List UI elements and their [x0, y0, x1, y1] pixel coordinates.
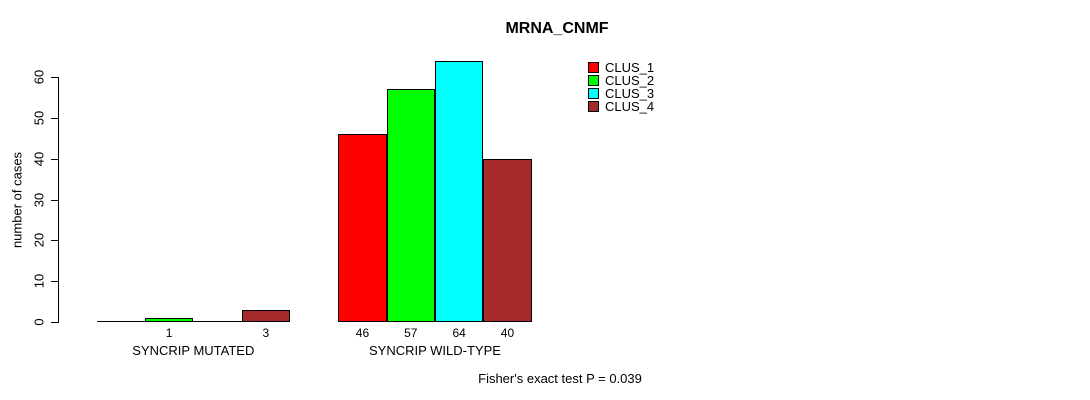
bar-value-label: 40 [500, 326, 515, 340]
y-tick [51, 240, 58, 242]
y-axis-line [58, 77, 59, 323]
legend-swatch [588, 62, 599, 73]
legend-swatch [588, 101, 599, 112]
y-tick-label: 60 [31, 69, 47, 85]
y-tick-label: 50 [31, 110, 47, 126]
y-tick-label: 40 [31, 151, 47, 166]
y-tick-label: 0 [31, 318, 47, 326]
legend-label: CLUS_1 [605, 60, 655, 75]
chart-title: MRNA_CNMF [505, 20, 609, 37]
legend-swatch [588, 88, 599, 99]
y-tick [51, 322, 58, 323]
y-axis-label: number of cases [9, 151, 25, 249]
y-tick [51, 77, 58, 78]
legend-label: CLUS_2 [605, 73, 655, 88]
bar-clus_1-zero [96, 321, 145, 322]
bar-clus_1 [338, 134, 387, 322]
bar-clus_3 [434, 60, 484, 322]
legend-swatch [588, 75, 599, 86]
group-label: SYNCRIP WILD-TYPE [368, 343, 501, 358]
fisher-test-annotation: Fisher's exact test P = 0.039 [478, 371, 642, 386]
legend-row: CLUS_4 [588, 99, 655, 114]
bar-value-label: 1 [165, 326, 173, 340]
legend-label: CLUS_3 [605, 86, 655, 101]
legend-label: CLUS_4 [605, 99, 655, 114]
bar-clus_2 [144, 317, 194, 322]
bar-value-label: 3 [262, 326, 270, 340]
legend: CLUS_1 CLUS_2 CLUS_3 CLUS_4 [588, 60, 655, 114]
y-tick-label: 30 [31, 192, 47, 207]
legend-row: CLUS_3 [588, 86, 655, 101]
bar-value-label: 64 [452, 326, 466, 340]
group-label: SYNCRIP MUTATED [132, 343, 255, 358]
y-tick [51, 117, 58, 119]
bar-clus_2 [386, 89, 435, 322]
bar-clus_4 [241, 309, 290, 322]
bar-value-label: 57 [404, 326, 418, 340]
y-tick-label: 10 [31, 273, 47, 289]
legend-row: CLUS_2 [588, 73, 655, 88]
bar-clus_3-zero [193, 321, 242, 322]
legend-row: CLUS_1 [588, 60, 655, 75]
y-tick [51, 199, 58, 201]
y-tick-label: 20 [31, 233, 47, 248]
bar-clus_4 [483, 158, 532, 322]
bar-value-label: 46 [355, 326, 370, 340]
y-tick [51, 281, 58, 283]
y-tick [51, 158, 58, 160]
